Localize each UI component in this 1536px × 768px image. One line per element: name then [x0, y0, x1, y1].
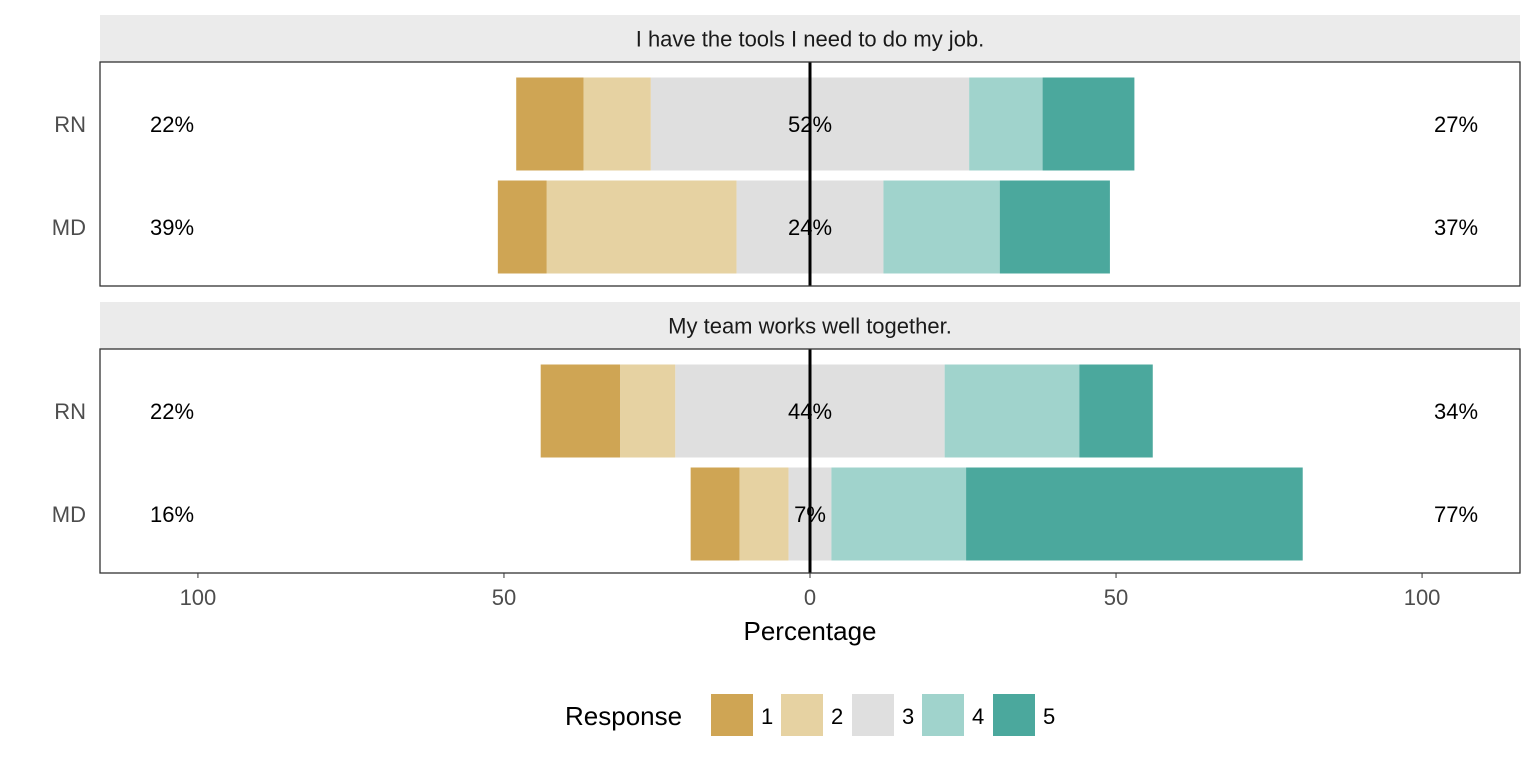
high-percent-label: 77% — [1434, 502, 1478, 527]
legend-key — [993, 694, 1035, 736]
legend-title: Response — [565, 701, 682, 731]
legend-label: 3 — [902, 704, 914, 729]
legend-key — [711, 694, 753, 736]
x-tick-label: 50 — [492, 585, 516, 610]
bar-segment — [516, 77, 584, 171]
panel-title: My team works well together. — [668, 314, 952, 339]
x-axis-title: Percentage — [744, 616, 877, 646]
panel-title: I have the tools I need to do my job. — [636, 27, 985, 52]
panel: My team works well together.RN 22% 44% 34%M… — [52, 302, 1521, 574]
legend-label: 1 — [761, 704, 773, 729]
legend-label: 5 — [1043, 704, 1055, 729]
bar-segment — [497, 180, 547, 274]
panel-strip — [100, 15, 1520, 62]
high-percent-label: 34% — [1434, 399, 1478, 424]
panels: I have the tools I need to do my job. RN 2… — [52, 15, 1521, 574]
legend: Response 1 2 3 4 5 — [565, 694, 1055, 736]
x-tick-label: 100 — [180, 585, 217, 610]
x-tick-label: 0 — [804, 585, 816, 610]
bar-segment — [540, 364, 621, 458]
panel-border — [99, 61, 1521, 287]
legend-key — [852, 694, 894, 736]
low-percent-label: 16% — [150, 502, 194, 527]
bar-segment — [546, 180, 737, 274]
legend-label: 2 — [831, 704, 843, 729]
bar-segment — [620, 364, 676, 458]
high-percent-label: 37% — [1434, 215, 1478, 240]
bar-segment — [999, 180, 1110, 274]
legend-label: 4 — [972, 704, 984, 729]
bar-segment — [969, 77, 1043, 171]
low-percent-label: 22% — [150, 112, 194, 137]
bar-segment — [883, 180, 1000, 274]
bar-segment — [966, 467, 1303, 561]
row-label: RN — [54, 112, 86, 137]
row-label: MD — [52, 215, 86, 240]
x-tick-label: 50 — [1104, 585, 1128, 610]
row-label: MD — [52, 502, 86, 527]
bar-segment — [1079, 364, 1153, 458]
low-percent-label: 39% — [150, 215, 194, 240]
bar-segment — [690, 467, 740, 561]
bar-segment — [944, 364, 1080, 458]
bar-segment — [831, 467, 967, 561]
panel-strip — [100, 302, 1520, 349]
high-percent-label: 27% — [1434, 112, 1478, 137]
x-axis: Percentage 100 50 0 50 100 — [180, 573, 1441, 646]
x-tick-label: 100 — [1404, 585, 1441, 610]
bar-segment — [739, 467, 789, 561]
legend-key — [781, 694, 823, 736]
low-percent-label: 22% — [150, 399, 194, 424]
row-label: RN — [54, 399, 86, 424]
bar-segment — [1042, 77, 1135, 171]
panel: I have the tools I need to do my job. RN 2… — [52, 15, 1521, 287]
legend-key — [922, 694, 964, 736]
bar-segment — [583, 77, 651, 171]
